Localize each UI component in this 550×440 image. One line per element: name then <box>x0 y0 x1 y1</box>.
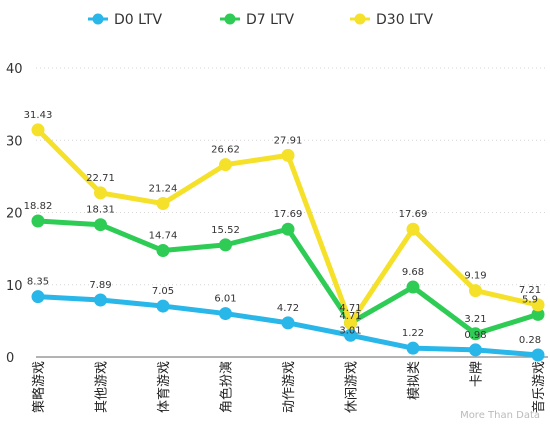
data-point <box>531 307 545 321</box>
legend-label: D7 LTV <box>246 12 295 28</box>
x-tick-label: 卡牌 <box>469 361 485 387</box>
series-layer <box>31 123 545 362</box>
x-tick-label: 模拟类 <box>407 361 422 400</box>
x-tick-label: 体育游戏 <box>156 361 172 413</box>
y-tick-label: 20 <box>6 207 23 222</box>
data-label: 4.72 <box>277 303 299 314</box>
data-point <box>156 299 170 313</box>
data-label: 31.43 <box>24 110 53 121</box>
data-point <box>344 328 357 342</box>
data-label: 4.71 <box>339 303 361 314</box>
legend-label: D0 LTV <box>114 12 163 28</box>
data-label: 14.74 <box>149 231 178 242</box>
x-tick-label: 音乐游戏 <box>531 361 547 413</box>
data-label: 27.91 <box>274 135 303 146</box>
legend-label: D30 LTV <box>376 12 433 28</box>
data-label: 18.31 <box>86 205 115 216</box>
y-tick-label: 0 <box>6 351 14 366</box>
data-point <box>281 148 295 162</box>
data-label: 6.01 <box>214 294 236 305</box>
legend: D0 LTV D7 LTV D30 LTV <box>88 12 433 28</box>
y-tick-label: 30 <box>6 134 23 149</box>
x-tick-label: 策略游戏 <box>31 361 47 413</box>
data-label: 8.35 <box>27 277 49 288</box>
data-point <box>94 218 107 232</box>
data-label: 3.01 <box>339 325 361 336</box>
data-point <box>31 290 45 304</box>
data-point <box>94 186 107 200</box>
data-point <box>531 348 545 362</box>
data-point <box>406 280 420 294</box>
gridlines <box>36 67 548 358</box>
data-point <box>94 293 107 307</box>
x-tick-label: 角色扮演 <box>219 361 235 413</box>
data-point <box>156 244 170 258</box>
data-label: 4.71 <box>339 311 361 322</box>
data-label: 7.89 <box>89 280 111 291</box>
x-axis: 策略游戏 其他游戏 体育游戏 角色扮演 动作游戏 休闲游戏 模拟类 卡牌 音乐游戏 <box>31 361 547 413</box>
data-point <box>31 214 45 228</box>
data-point <box>281 316 295 330</box>
data-label: 7.21 <box>519 285 541 296</box>
data-label: 21.24 <box>149 184 178 195</box>
data-point <box>531 298 545 312</box>
data-label: 26.62 <box>211 145 240 156</box>
data-point <box>406 222 420 236</box>
data-point <box>31 123 45 137</box>
data-point <box>469 327 482 341</box>
x-tick-label: 动作游戏 <box>282 361 297 413</box>
data-label: 17.69 <box>274 209 303 220</box>
data-label: 9.68 <box>402 267 424 278</box>
data-point <box>344 316 357 330</box>
data-label: 5.9 <box>522 294 538 305</box>
y-tick-label: 40 <box>6 62 23 77</box>
x-tick-label: 其他游戏 <box>95 361 110 413</box>
legend-marker <box>92 13 104 25</box>
y-axis: 0 10 20 30 40 <box>6 62 23 366</box>
data-label: 1.22 <box>402 328 424 339</box>
x-tick-label: 休闲游戏 <box>345 361 360 413</box>
data-point <box>219 158 232 172</box>
data-point <box>469 284 482 298</box>
data-label: 15.52 <box>211 225 240 236</box>
legend-marker <box>354 13 366 25</box>
data-point <box>156 197 170 211</box>
data-label: 3.21 <box>464 314 486 325</box>
data-labels: 8.35 7.89 7.05 6.01 4.72 3.01 1.22 0.98 0.28 18.8… <box>24 110 541 346</box>
watermark: More Than Data <box>460 410 540 421</box>
data-label: 0.98 <box>464 330 486 341</box>
data-label: 9.19 <box>464 271 486 282</box>
y-tick-label: 10 <box>6 279 23 294</box>
data-point <box>219 307 232 321</box>
data-label: 22.71 <box>86 173 115 184</box>
data-point <box>281 222 295 236</box>
data-label: 17.69 <box>399 209 428 220</box>
legend-marker <box>224 13 236 25</box>
data-label: 0.28 <box>519 335 541 346</box>
data-label: 18.82 <box>24 201 53 212</box>
data-point <box>406 341 420 355</box>
data-point <box>219 238 232 252</box>
data-point <box>469 343 482 357</box>
data-label: 7.05 <box>152 286 174 297</box>
